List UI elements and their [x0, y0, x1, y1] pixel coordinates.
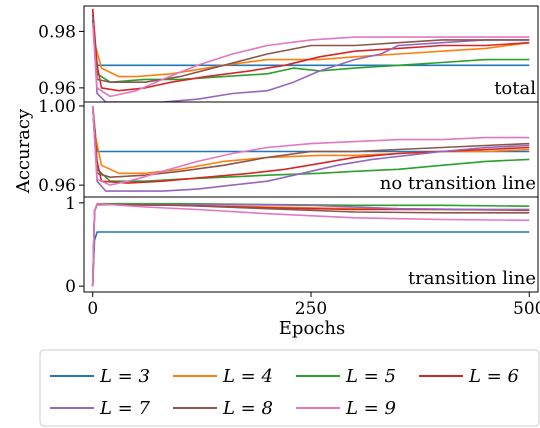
series-line-L8: [91, 105, 530, 178]
panel-0: 0.96 0.98 total: [38, 5, 539, 103]
legend-frame: [39, 349, 540, 427]
legend-label: L = 8: [222, 398, 273, 419]
legend-item-L4: L = 4: [173, 366, 273, 387]
series-line-L3: [91, 105, 530, 153]
legend-label: L = 3: [99, 366, 150, 387]
series-line-L6: [91, 8, 530, 92]
y-tick-label: 0.96: [38, 79, 76, 99]
x-axis-label: Epochs: [279, 318, 345, 339]
legend-label: L = 9: [345, 398, 396, 419]
panel-label: no transition line: [380, 173, 536, 194]
legend-item-L6: L = 6: [419, 366, 519, 387]
series-line-L7: [91, 105, 530, 192]
series-line-L9: [91, 22, 530, 98]
series-line-L4: [91, 11, 530, 78]
panel-2-lines: [91, 202, 530, 287]
x-tick-label: 500: [513, 299, 540, 319]
series-line-L9: [91, 202, 530, 287]
panel-label: transition line: [408, 268, 536, 289]
panel-1-lines: [91, 105, 530, 192]
panel-0-frame: [83, 5, 539, 103]
legend-item-L3: L = 3: [50, 366, 150, 387]
legend-label: L = 6: [468, 366, 519, 387]
panel-1: 0.96 1.00 no transition line: [38, 97, 539, 198]
series-line-L8: [91, 20, 530, 83]
legend-label: L = 5: [345, 366, 396, 387]
legend-label: L = 4: [222, 366, 273, 387]
panel-0-lines: [91, 8, 530, 102]
x-tick-label: 250: [295, 299, 327, 319]
series-line-L5: [91, 14, 530, 83]
panel-2: 0 1 transition line 0 250 500: [65, 194, 540, 319]
y-tick-label: 0.98: [38, 22, 76, 42]
y-tick-label: 0.96: [38, 176, 76, 196]
legend-item-L7: L = 7: [50, 398, 150, 419]
legend: L = 3 L = 4 L = 5 L = 6 L = 7 L = 8 L = 9: [39, 349, 540, 427]
series-line-L7: [91, 17, 530, 102]
x-tick-label: 0: [87, 299, 98, 319]
legend-item-L5: L = 5: [296, 366, 396, 387]
legend-label: L = 7: [99, 398, 150, 419]
y-tick-label: 1.00: [38, 97, 76, 117]
y-tick-label: 1: [65, 194, 76, 214]
legend-item-L8: L = 8: [173, 398, 273, 419]
y-tick-label: 0: [65, 277, 76, 297]
series-line-L9: [91, 105, 530, 186]
panel-label: total: [494, 78, 536, 99]
y-axis-label: Accuracy: [13, 108, 34, 194]
legend-item-L9: L = 9: [296, 398, 396, 419]
